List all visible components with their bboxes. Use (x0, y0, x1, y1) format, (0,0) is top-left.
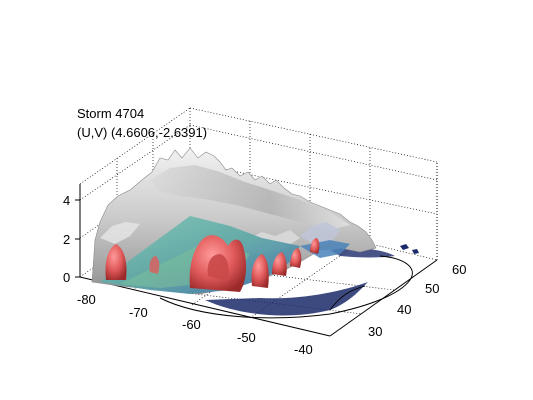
z-tick-4: 4 (63, 193, 70, 208)
storm-cores (105, 235, 320, 292)
x-tick-minus70: -70 (129, 305, 148, 320)
z-axis-ticks: 0 2 4 (63, 193, 80, 285)
y-tick-50: 50 (425, 281, 439, 296)
x-tick-minus60: -60 (182, 317, 201, 332)
z-tick-2: 2 (63, 232, 70, 247)
z-tick-0: 0 (63, 270, 70, 285)
title-line-2: (U,V) (4.6606,-2.6391) (77, 125, 207, 140)
axis-frame (79, 162, 438, 337)
y-tick-60: 60 (452, 262, 466, 277)
x-tick-minus50: -50 (237, 330, 256, 345)
y-axis-ticks: 30 40 50 60 (368, 262, 466, 339)
x-tick-minus40: -40 (294, 342, 313, 357)
title-line-1: Storm 4704 (77, 106, 144, 121)
x-axis-ticks: -80 -70 -60 -50 -40 (77, 292, 313, 357)
ground-shadow (205, 244, 419, 316)
storm-track (159, 255, 413, 319)
x-tick-minus80: -80 (77, 292, 96, 307)
y-tick-40: 40 (397, 302, 411, 317)
y-tick-30: 30 (368, 324, 382, 339)
chart-title: Storm 4704 (U,V) (4.6606,-2.6391) (77, 106, 207, 140)
